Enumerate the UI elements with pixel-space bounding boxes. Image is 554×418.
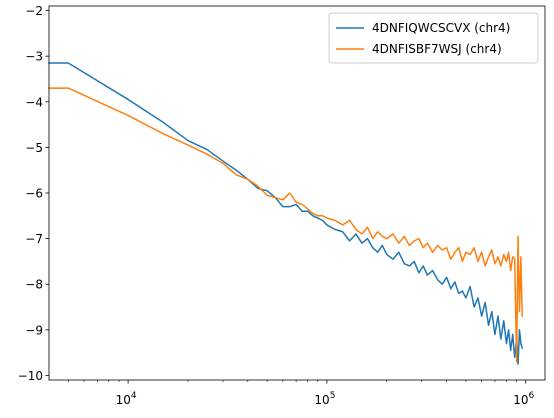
x-tick-label-base: 10	[116, 393, 131, 407]
y-tick-label: −6	[25, 187, 43, 201]
y-tick-label: −4	[25, 95, 43, 109]
x-tick-label: 105	[314, 391, 335, 407]
series-line-1	[48, 62, 524, 365]
x-tick-label-base: 10	[513, 393, 528, 407]
y-tick-label: −10	[18, 369, 43, 383]
x-tick-label: 106	[513, 391, 534, 407]
x-tick-label-exponent: 5	[330, 391, 336, 401]
x-axis: 104 105 106	[67, 380, 535, 407]
y-tick-label: −2	[25, 4, 43, 18]
x-tick-label-exponent: 4	[131, 391, 137, 401]
x-tick-label-base: 10	[314, 393, 329, 407]
series-layer	[48, 62, 524, 365]
y-tick-label: −3	[25, 50, 43, 64]
legend-label-series-2: 4DNFISBF7WSJ (chr4)	[372, 42, 502, 56]
series-line-2	[48, 87, 523, 363]
y-axis: −2 −3 −4 −5 −6 −7 −8 −9 −10	[18, 4, 49, 383]
y-tick-label: −5	[25, 141, 43, 155]
legend-label-series-1: 4DNFIQWCSCVX (chr4)	[372, 21, 510, 35]
x-tick-label-exponent: 6	[529, 391, 535, 401]
legend-box	[328, 12, 539, 64]
y-tick-label: −7	[25, 232, 43, 246]
y-tick-label: −9	[25, 323, 43, 337]
plot-area	[49, 6, 545, 380]
y-tick-label: −8	[25, 278, 43, 292]
legend: 4DNFIQWCSCVX (chr4) 4DNFISBF7WSJ (chr4)	[328, 12, 539, 64]
x-tick-label: 104	[116, 391, 137, 407]
